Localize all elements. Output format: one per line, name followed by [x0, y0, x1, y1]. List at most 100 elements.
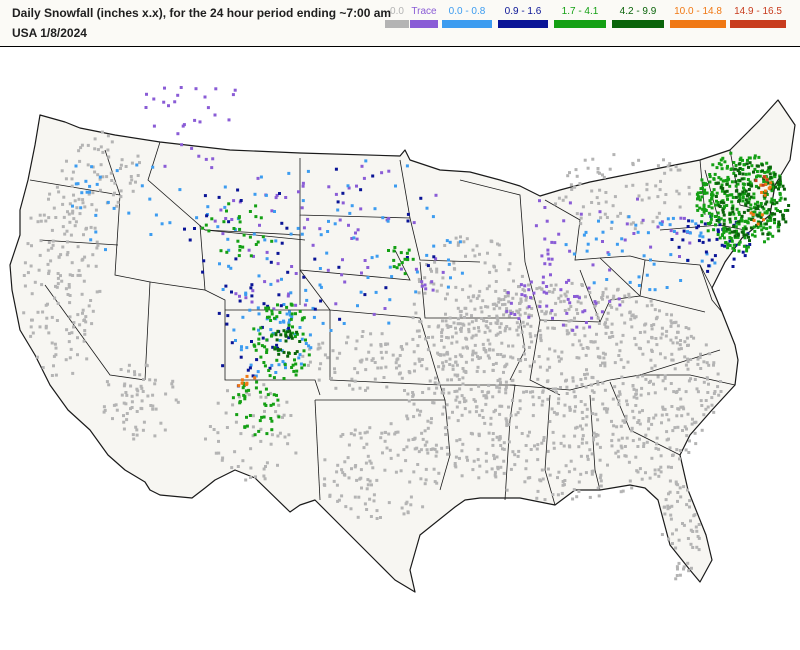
station-dot [514, 292, 518, 296]
station-dot [584, 295, 587, 299]
station-dot [323, 483, 327, 487]
station-dot [94, 208, 98, 212]
station-dot [771, 202, 775, 206]
station-dot [205, 214, 209, 218]
station-dot [48, 192, 52, 196]
station-dot [557, 232, 561, 236]
station-dot [107, 155, 111, 159]
station-dot [689, 528, 693, 532]
station-dot [383, 431, 387, 434]
station-dot [213, 113, 217, 117]
station-dot [467, 327, 471, 331]
station-dot [738, 240, 742, 244]
station-dot [710, 396, 714, 400]
station-dot [259, 175, 263, 179]
station-dot [489, 322, 493, 326]
station-dot [756, 200, 760, 204]
station-dot [583, 403, 587, 407]
station-dot [672, 390, 676, 394]
station-dot [585, 415, 589, 419]
station-dot [470, 320, 474, 324]
station-dot [575, 425, 579, 429]
station-dot [418, 280, 421, 283]
station-dot [612, 424, 616, 428]
station-dot [95, 290, 99, 294]
station-dot [265, 461, 269, 465]
station-dot [257, 337, 261, 341]
station-dot [495, 314, 499, 318]
station-dot [758, 174, 762, 178]
station-dot [249, 475, 252, 479]
station-dot [412, 415, 416, 419]
station-dot [502, 313, 506, 317]
station-dot [554, 202, 557, 206]
station-dot [488, 348, 492, 352]
station-dot [353, 465, 357, 469]
legend-label: 1.7 - 4.1 [561, 6, 599, 17]
station-dot [327, 185, 331, 189]
station-dot [613, 195, 617, 199]
station-dot [456, 306, 460, 310]
station-dot [249, 466, 253, 470]
station-dot [778, 176, 782, 179]
station-dot [675, 565, 679, 569]
station-dot [523, 480, 527, 484]
station-dot [771, 234, 775, 238]
station-dot [243, 395, 247, 399]
station-dot [749, 226, 753, 230]
station-dot [373, 361, 377, 364]
station-dot [425, 206, 429, 210]
station-dot [458, 438, 462, 442]
station-dot [95, 182, 99, 186]
station-dot [341, 201, 345, 205]
station-dot [420, 358, 424, 361]
station-dot [167, 104, 170, 108]
station-dot [497, 300, 501, 304]
station-dot [756, 222, 760, 226]
station-dot [676, 567, 679, 571]
station-dot [748, 243, 752, 246]
station-dot [379, 516, 382, 519]
station-dot [119, 189, 123, 193]
station-dot [204, 437, 207, 441]
station-dot [563, 403, 567, 407]
station-dot [686, 537, 690, 540]
station-dot [538, 478, 542, 482]
station-dot [610, 322, 614, 326]
station-dot [250, 300, 254, 304]
station-dot [585, 372, 589, 376]
station-dot [426, 451, 430, 455]
station-dot [416, 408, 419, 412]
station-dot [778, 198, 782, 202]
station-dot [485, 396, 489, 400]
station-dot [446, 452, 450, 456]
station-dot [720, 167, 724, 171]
station-dot [381, 216, 385, 220]
station-dot [431, 215, 435, 219]
station-dot [362, 176, 366, 180]
station-dot [63, 232, 67, 236]
station-dot [236, 239, 240, 243]
station-dot [260, 344, 264, 348]
station-dot [112, 403, 116, 407]
station-dot [29, 216, 33, 220]
station-dot [696, 535, 700, 538]
station-dot [667, 492, 670, 496]
station-dot [530, 340, 534, 344]
station-dot [587, 286, 591, 290]
station-dot [319, 285, 323, 289]
station-dot [241, 315, 245, 319]
station-dot [734, 216, 738, 220]
station-dot [661, 379, 665, 383]
station-dot [769, 200, 773, 204]
station-dot [498, 436, 502, 440]
station-dot [647, 196, 651, 200]
station-dot [520, 330, 524, 334]
station-dot [638, 467, 642, 471]
station-dot [538, 286, 542, 290]
station-dot [308, 360, 312, 364]
station-dot [536, 377, 540, 381]
station-dot [728, 244, 732, 247]
station-dot [722, 228, 726, 232]
station-dot [301, 199, 305, 203]
